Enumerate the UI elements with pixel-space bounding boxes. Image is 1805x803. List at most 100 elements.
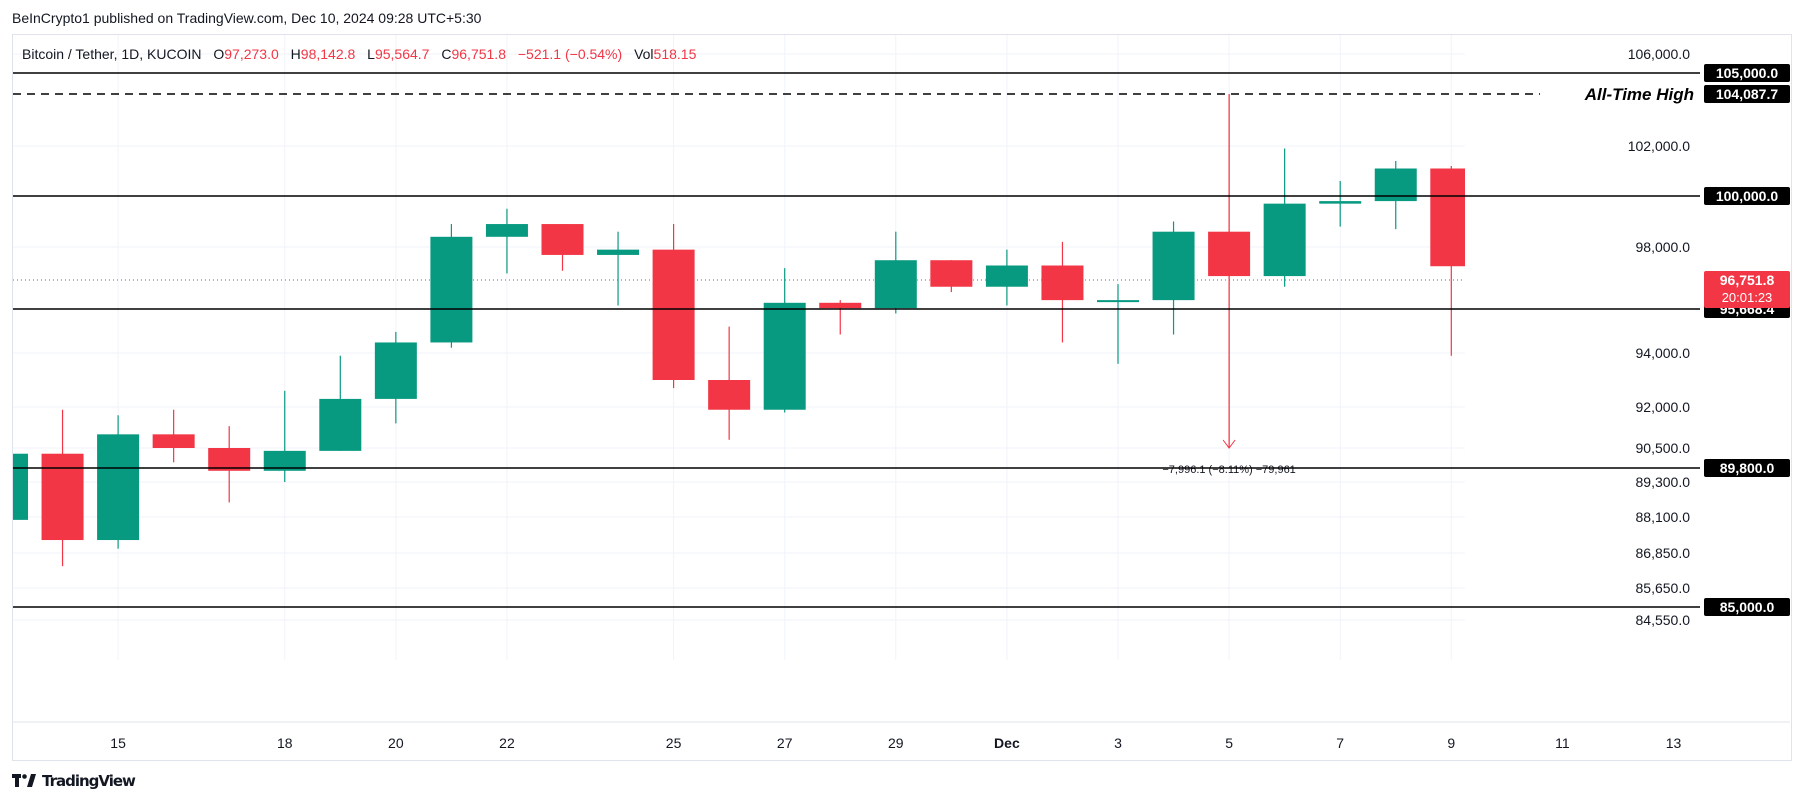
- publisher-line: BeInCrypto1 published on TradingView.com…: [12, 10, 482, 26]
- candle-body: [1097, 300, 1139, 303]
- candle-body: [13, 453, 28, 520]
- x-tick-label: 5: [1225, 735, 1233, 751]
- y-tick-label: 92,000.0: [1636, 399, 1691, 415]
- close-value: 96,751.8: [451, 46, 506, 62]
- level-price-tag: 104,087.7: [1704, 85, 1790, 103]
- level-price-tag-text: 100,000.0: [1716, 188, 1778, 204]
- y-tick-label: 94,000.0: [1636, 345, 1691, 361]
- chart-pane[interactable]: [12, 34, 1792, 761]
- measure-arrowhead: [1222, 439, 1236, 449]
- candle-body: [985, 265, 1028, 287]
- open-value: 97,273.0: [224, 46, 279, 62]
- tradingview-logo-icon: [12, 774, 36, 787]
- x-tick-label: 11: [1555, 735, 1570, 751]
- candle: [1430, 166, 1465, 356]
- candle: [430, 224, 473, 348]
- candle: [374, 331, 417, 424]
- last-price-countdown: 20:01:23: [1722, 290, 1773, 305]
- y-tick-label: 98,000.0: [1636, 239, 1691, 255]
- level-price-tag-bg: [1704, 187, 1790, 205]
- symbol-title: Bitcoin / Tether, 1D, KUCOIN: [22, 46, 202, 62]
- candle: [97, 415, 140, 549]
- candle-body: [819, 302, 862, 309]
- y-tick-label: 89,300.0: [1636, 474, 1691, 490]
- x-tick-label: 18: [277, 735, 293, 751]
- candle-body: [708, 380, 751, 410]
- candle: [541, 224, 584, 271]
- change-value: −521.1 (−0.54%): [517, 46, 623, 62]
- tradingview-brand: TradingView: [42, 772, 136, 790]
- y-tick-label: 90,500.0: [1636, 440, 1691, 456]
- open-label: O: [213, 46, 225, 62]
- candle-body: [1041, 265, 1084, 301]
- candle: [874, 231, 917, 314]
- x-tick-label: 9: [1447, 735, 1455, 751]
- candle-body: [1152, 231, 1195, 301]
- level-price-tag-bg: [1704, 459, 1790, 477]
- high-label: H: [290, 46, 301, 62]
- candle-body: [152, 434, 195, 448]
- high-value: 98,142.8: [300, 46, 356, 62]
- level-price-tag-text: 104,087.7: [1716, 86, 1778, 102]
- candle: [41, 409, 84, 567]
- candle-body: [874, 260, 917, 309]
- ath-annotation-bg: [1542, 84, 1698, 104]
- y-tick-label: 86,850.0: [1636, 545, 1691, 561]
- candle: [485, 208, 528, 274]
- candle-body: [97, 434, 140, 541]
- candle-body: [1430, 168, 1465, 267]
- candle: [819, 300, 862, 335]
- candle: [1486, 243, 1528, 311]
- x-tick-label: 20: [388, 735, 404, 751]
- candle-body: [430, 236, 473, 343]
- candle: [930, 260, 973, 293]
- last-price-tag: 96,751.8 20:01:23: [1704, 271, 1790, 308]
- x-tick-label: 7: [1336, 735, 1344, 751]
- candle-body: [319, 398, 362, 451]
- close-label: C: [441, 46, 452, 62]
- x-tick-label: Dec: [994, 735, 1020, 751]
- level-price-tag: 105,000.0: [1704, 64, 1790, 82]
- candle-body: [1263, 203, 1306, 277]
- candle-body: [41, 453, 84, 541]
- candle-body: [208, 448, 251, 471]
- last-price-tag-bg: [1704, 271, 1790, 308]
- level-price-tag-text: 89,800.0: [1720, 460, 1775, 476]
- candle-body: [763, 302, 806, 410]
- candle: [1097, 284, 1139, 364]
- x-tick-label: 13: [1666, 735, 1682, 751]
- footer[interactable]: TradingView: [12, 772, 136, 790]
- candle: [1041, 241, 1084, 343]
- y-tick-label: 106,000.0: [1628, 46, 1690, 62]
- candle: [208, 426, 251, 503]
- candle: [152, 409, 195, 463]
- level-price-tag: 100,000.0: [1704, 187, 1790, 205]
- candle-body: [1486, 266, 1528, 280]
- level-price-tag-bg: [1704, 598, 1790, 616]
- candle-body: [930, 260, 973, 287]
- volume-value: 518.15: [653, 46, 697, 62]
- candle: [1374, 161, 1417, 230]
- candle: [1152, 221, 1195, 335]
- candle: [263, 390, 306, 482]
- volume-label: Vol: [634, 46, 654, 62]
- ohlc-legend: Bitcoin / Tether, 1D, KUCOIN O97,273.0 H…: [22, 46, 696, 62]
- ath-annotation: All-Time High: [1584, 85, 1694, 104]
- x-tick-label: 29: [888, 735, 904, 751]
- measure-label: −7,996.1 (−8.11%) −79,961: [1162, 464, 1295, 476]
- y-tick-label: 88,100.0: [1636, 509, 1691, 525]
- candle: [652, 224, 695, 389]
- candle-body: [597, 249, 640, 255]
- level-price-tag: 89,800.0: [1704, 459, 1790, 477]
- y-tick-label: 102,000.0: [1628, 138, 1690, 154]
- level-price-tag-text: 105,000.0: [1716, 65, 1778, 81]
- low-label: L: [367, 46, 375, 62]
- level-price-tag-bg: [1704, 85, 1790, 103]
- candle: [319, 355, 362, 451]
- candle: [708, 326, 751, 440]
- candle-body: [1319, 201, 1362, 204]
- level-price-tag-bg: [1704, 64, 1790, 82]
- candle: [1263, 148, 1306, 287]
- y-tick-label: 85,650.0: [1636, 580, 1691, 596]
